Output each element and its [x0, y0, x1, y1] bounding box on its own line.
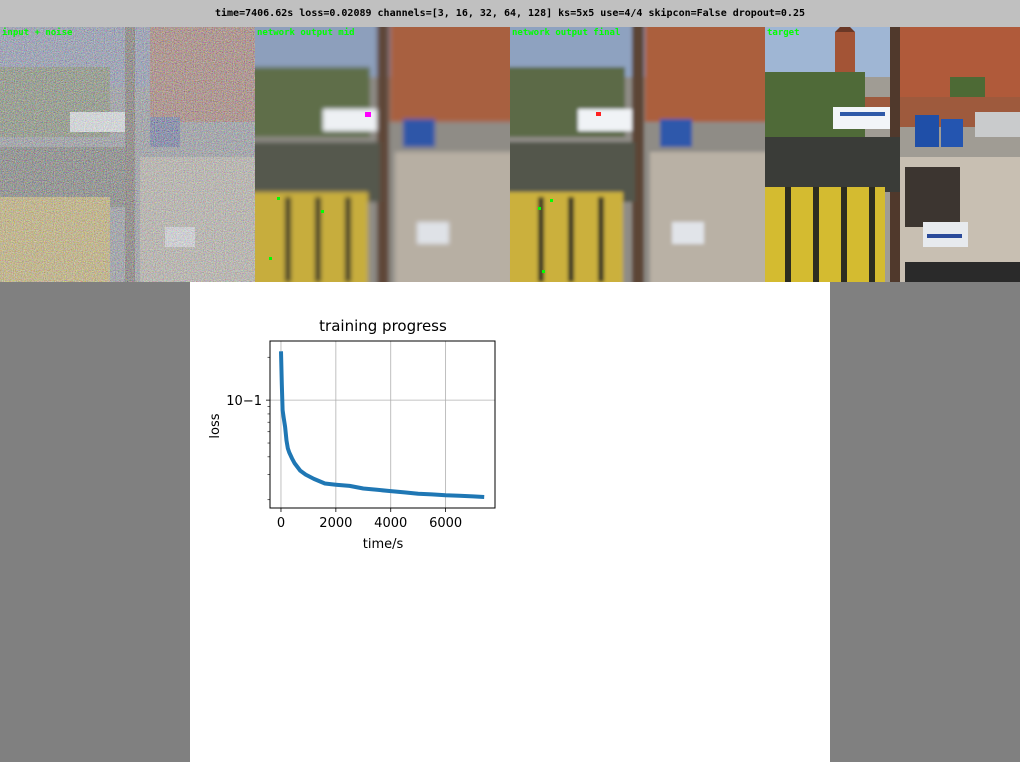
plot-frame	[269, 340, 496, 509]
output-final-image	[510, 27, 765, 282]
output-mid-image	[255, 27, 510, 282]
panel-label: input + noise	[2, 28, 73, 38]
status-bar: time=7406.62s loss=0.02089 channels=[3, …	[0, 0, 1020, 27]
x-axis-label: time/s	[363, 537, 404, 552]
x-tick-label: 2000	[319, 516, 352, 531]
x-tick-label: 0	[277, 516, 285, 531]
panel-output-final: network output final	[510, 27, 765, 282]
panel-label: target	[767, 28, 800, 38]
panel-label: network output mid	[257, 28, 355, 38]
panel-label: network output final	[512, 28, 621, 38]
panel-output-mid: network output mid	[255, 27, 510, 282]
y-axis-label: loss	[208, 413, 223, 438]
panel-target: target	[765, 27, 1020, 282]
chart-title: training progress	[319, 317, 447, 335]
plot-canvas: training progress time/s loss 0 2000 4000 6…	[190, 282, 830, 762]
image-strip: input + noise	[0, 27, 1020, 282]
input-noise-image	[0, 27, 255, 282]
x-tick-label: 6000	[429, 516, 462, 531]
loss-chart: training progress time/s loss 0 2000 4000 6…	[208, 317, 496, 552]
y-tick-label: 10−1	[226, 394, 262, 409]
status-text: time=7406.62s loss=0.02089 channels=[3, …	[214, 8, 805, 19]
loss-series-line	[279, 351, 485, 499]
x-tick-label: 4000	[374, 516, 407, 531]
panel-input-noise: input + noise	[0, 27, 255, 282]
target-image	[765, 27, 1020, 282]
